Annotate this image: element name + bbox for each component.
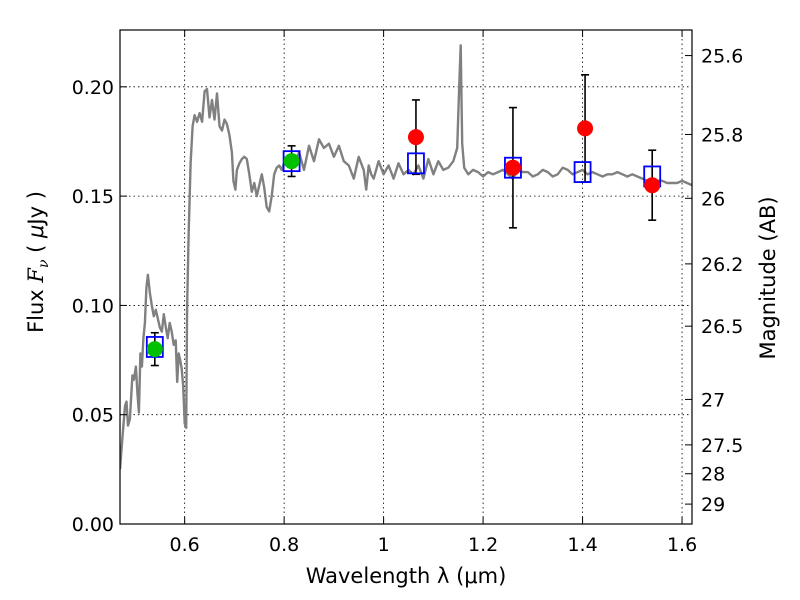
- x-tick-label: 1.6: [667, 534, 697, 556]
- magnitude-tick-label: 26.2: [701, 254, 743, 276]
- data-point: [146, 341, 163, 358]
- magnitude-axis-label: Magnitude (AB): [756, 196, 780, 359]
- plot-frame: [119, 29, 693, 525]
- model-square-marker: [573, 161, 592, 183]
- magnitude-tick-label: 28: [701, 464, 725, 486]
- x-tick-label: 0.8: [269, 534, 299, 556]
- x-tick-label: 1: [378, 534, 390, 556]
- spectrum-line: [120, 44, 692, 470]
- magnitude-tick-label: 27: [701, 389, 725, 411]
- x-tick-label: 1.2: [468, 534, 498, 556]
- data-point: [504, 159, 521, 176]
- data-point: [644, 177, 661, 194]
- y-tick-label: 0.10: [72, 295, 114, 317]
- magnitude-tick-label: 29: [701, 494, 725, 516]
- y-tick-label: 0.00: [72, 514, 114, 536]
- axis-ticks: 0.6 0.8 1 1.2 1.4 1.6 0.00 0.05 0.10 0.15 0.20 25.6…: [72, 30, 743, 556]
- magnitude-tick-label: 25.6: [701, 46, 743, 68]
- x-tick-label: 1.4: [567, 534, 597, 556]
- magnitude-tick-label: 25.8: [701, 124, 743, 146]
- y-tick-label: 0.05: [72, 405, 114, 427]
- model-square-marker: [407, 152, 425, 175]
- y-tick-label: 0.15: [72, 186, 114, 208]
- y-axis-label: Flux Fν ( μJy ): [24, 191, 52, 333]
- x-axis-label: Wavelength λ (μm): [306, 564, 507, 588]
- magnitude-tick-label: 26: [701, 188, 725, 210]
- magnitude-tick-label: 26.5: [701, 316, 743, 338]
- grid: [120, 30, 692, 524]
- plot-area: [120, 44, 692, 470]
- x-tick-label: 0.6: [170, 534, 200, 556]
- y-tick-label: 0.20: [72, 77, 114, 99]
- data-point: [577, 120, 594, 137]
- data-point: [407, 129, 424, 146]
- data-point: [283, 153, 300, 170]
- magnitude-tick-label: 27.5: [701, 435, 743, 457]
